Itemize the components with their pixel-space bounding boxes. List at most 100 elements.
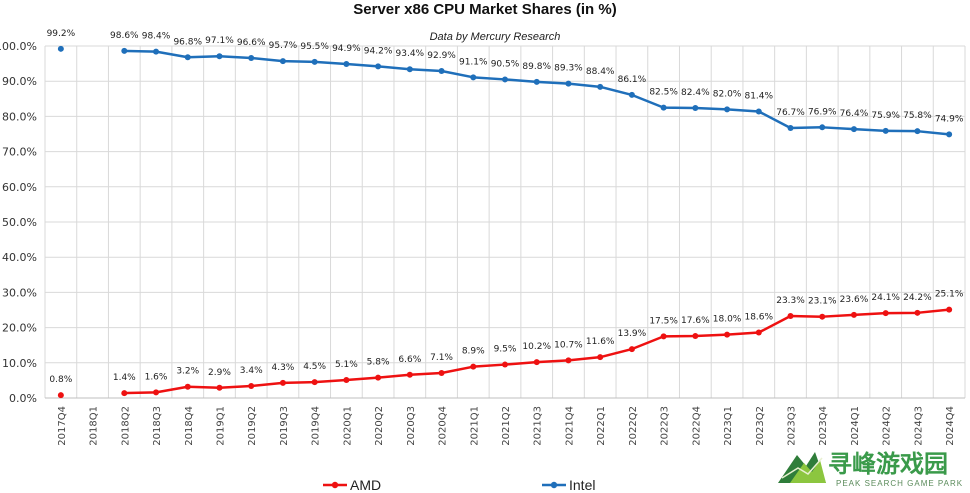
data-point-intel [724,106,731,113]
data-point-intel [914,128,921,135]
data-point-intel [438,67,445,74]
data-point-amd [882,310,889,317]
data-point-amd [343,377,350,384]
legend-label-amd: AMD [350,477,381,493]
chart-subtitle: Data by Mercury Research [430,31,561,43]
x-tick-label: 2023Q3 [787,406,798,446]
data-label-intel: 81.4% [744,91,773,101]
y-tick-label: 30.0% [2,286,37,299]
data-point-amd [946,306,953,313]
data-point-intel [375,63,382,70]
y-tick-label: 100.0% [0,40,37,53]
data-label-intel: 98.4% [142,32,171,42]
data-label-intel: 94.9% [332,44,361,54]
x-tick-label: 2018Q2 [120,406,131,446]
data-label-intel: 88.4% [586,67,615,77]
x-tick-label: 2021Q4 [564,406,575,446]
data-point-amd [850,311,857,318]
data-label-amd: 7.1% [430,353,453,363]
data-point-intel [470,74,477,81]
data-label-intel: 75.8% [903,111,932,121]
data-point-intel [153,48,160,55]
data-point-intel [57,45,64,52]
data-label-intel: 93.4% [396,49,425,59]
data-point-amd [502,361,508,368]
data-point-intel [216,53,223,60]
y-tick-label: 10.0% [2,357,37,370]
data-point-intel [660,104,667,111]
x-tick-label: 2020Q1 [342,406,353,446]
x-tick-label: 2020Q3 [406,406,417,446]
x-tick-label: 2021Q2 [501,406,512,446]
data-label-intel: 86.1% [618,75,647,85]
data-label-amd: 18.6% [744,313,773,323]
y-tick-label: 0.0% [9,392,37,405]
x-tick-label: 2024Q4 [945,406,956,446]
data-point-amd [184,383,191,390]
data-label-amd: 13.9% [618,329,647,339]
x-tick-label: 2023Q4 [818,406,829,446]
x-tick-label: 2019Q2 [247,406,258,446]
data-point-amd [406,371,413,378]
data-labels: 0.8% 1.4% 1.6% 3.2% 2.9% 3.4% 4.3% 4.5% 5.1% 5.8%… [47,29,964,385]
data-point-intel [184,54,191,61]
data-label-amd: 1.6% [145,372,168,382]
x-tick-label: 2017Q4 [57,406,68,446]
data-label-intel: 90.5% [491,59,520,69]
x-tick-label: 2018Q3 [152,406,163,446]
data-point-amd [121,390,128,397]
data-label-intel: 94.2% [364,46,393,56]
data-label-amd: 17.5% [649,316,678,326]
data-label-amd: 2.9% [208,368,231,378]
data-label-amd: 9.5% [494,345,517,355]
data-label-intel: 95.7% [269,41,298,51]
data-label-amd: 10.2% [522,342,551,352]
x-axis: 2017Q4 2018Q1 2018Q2 2018Q3 2018Q4 2019Q1 2019… [57,406,956,446]
data-point-amd [153,389,160,396]
x-tick-label: 2018Q1 [89,406,100,446]
y-tick-label: 80.0% [2,110,37,123]
x-tick-label: 2022Q4 [691,406,702,446]
x-tick-label: 2019Q3 [279,406,290,446]
x-tick-label: 2023Q1 [723,406,734,446]
legend-item-intel: Intel [542,477,595,493]
data-label-intel: 92.9% [427,51,456,61]
x-tick-label: 2022Q1 [596,406,607,446]
data-point-intel [121,47,128,54]
data-point-amd [57,392,64,399]
data-point-amd [692,333,699,340]
y-tick-label: 40.0% [2,251,37,264]
data-label-intel: 89.3% [554,64,583,74]
data-point-amd [565,357,572,364]
data-point-intel [597,83,604,90]
data-point-intel [819,124,826,131]
data-point-amd [819,313,826,320]
data-label-amd: 8.9% [462,347,485,357]
plot-area [57,45,953,399]
data-point-intel [850,126,857,133]
data-label-intel: 76.9% [808,107,837,117]
data-point-amd [279,379,286,386]
x-tick-label: 2024Q3 [913,406,924,446]
x-tick-label: 2024Q2 [882,406,893,446]
x-tick-label: 2019Q1 [215,406,226,446]
y-tick-label: 90.0% [2,75,37,88]
mountain-logo-icon [778,452,826,483]
data-point-intel [628,91,635,98]
data-point-intel [692,104,699,111]
legend-item-amd: AMD [323,477,381,493]
data-point-intel [502,76,508,83]
data-label-amd: 4.5% [303,362,326,372]
data-label-intel: 82.5% [649,88,678,98]
data-label-amd: 10.7% [554,340,583,350]
y-tick-label: 70.0% [2,146,37,159]
data-label-amd: 17.6% [681,316,710,326]
data-point-amd [755,329,762,336]
data-point-amd [375,374,382,381]
x-tick-label: 2021Q3 [533,406,544,446]
x-tick-label: 2024Q1 [850,406,861,446]
data-label-amd: 6.6% [398,355,421,365]
data-point-intel [406,66,413,73]
data-point-intel [882,127,889,134]
data-label-intel: 74.9% [935,114,964,124]
